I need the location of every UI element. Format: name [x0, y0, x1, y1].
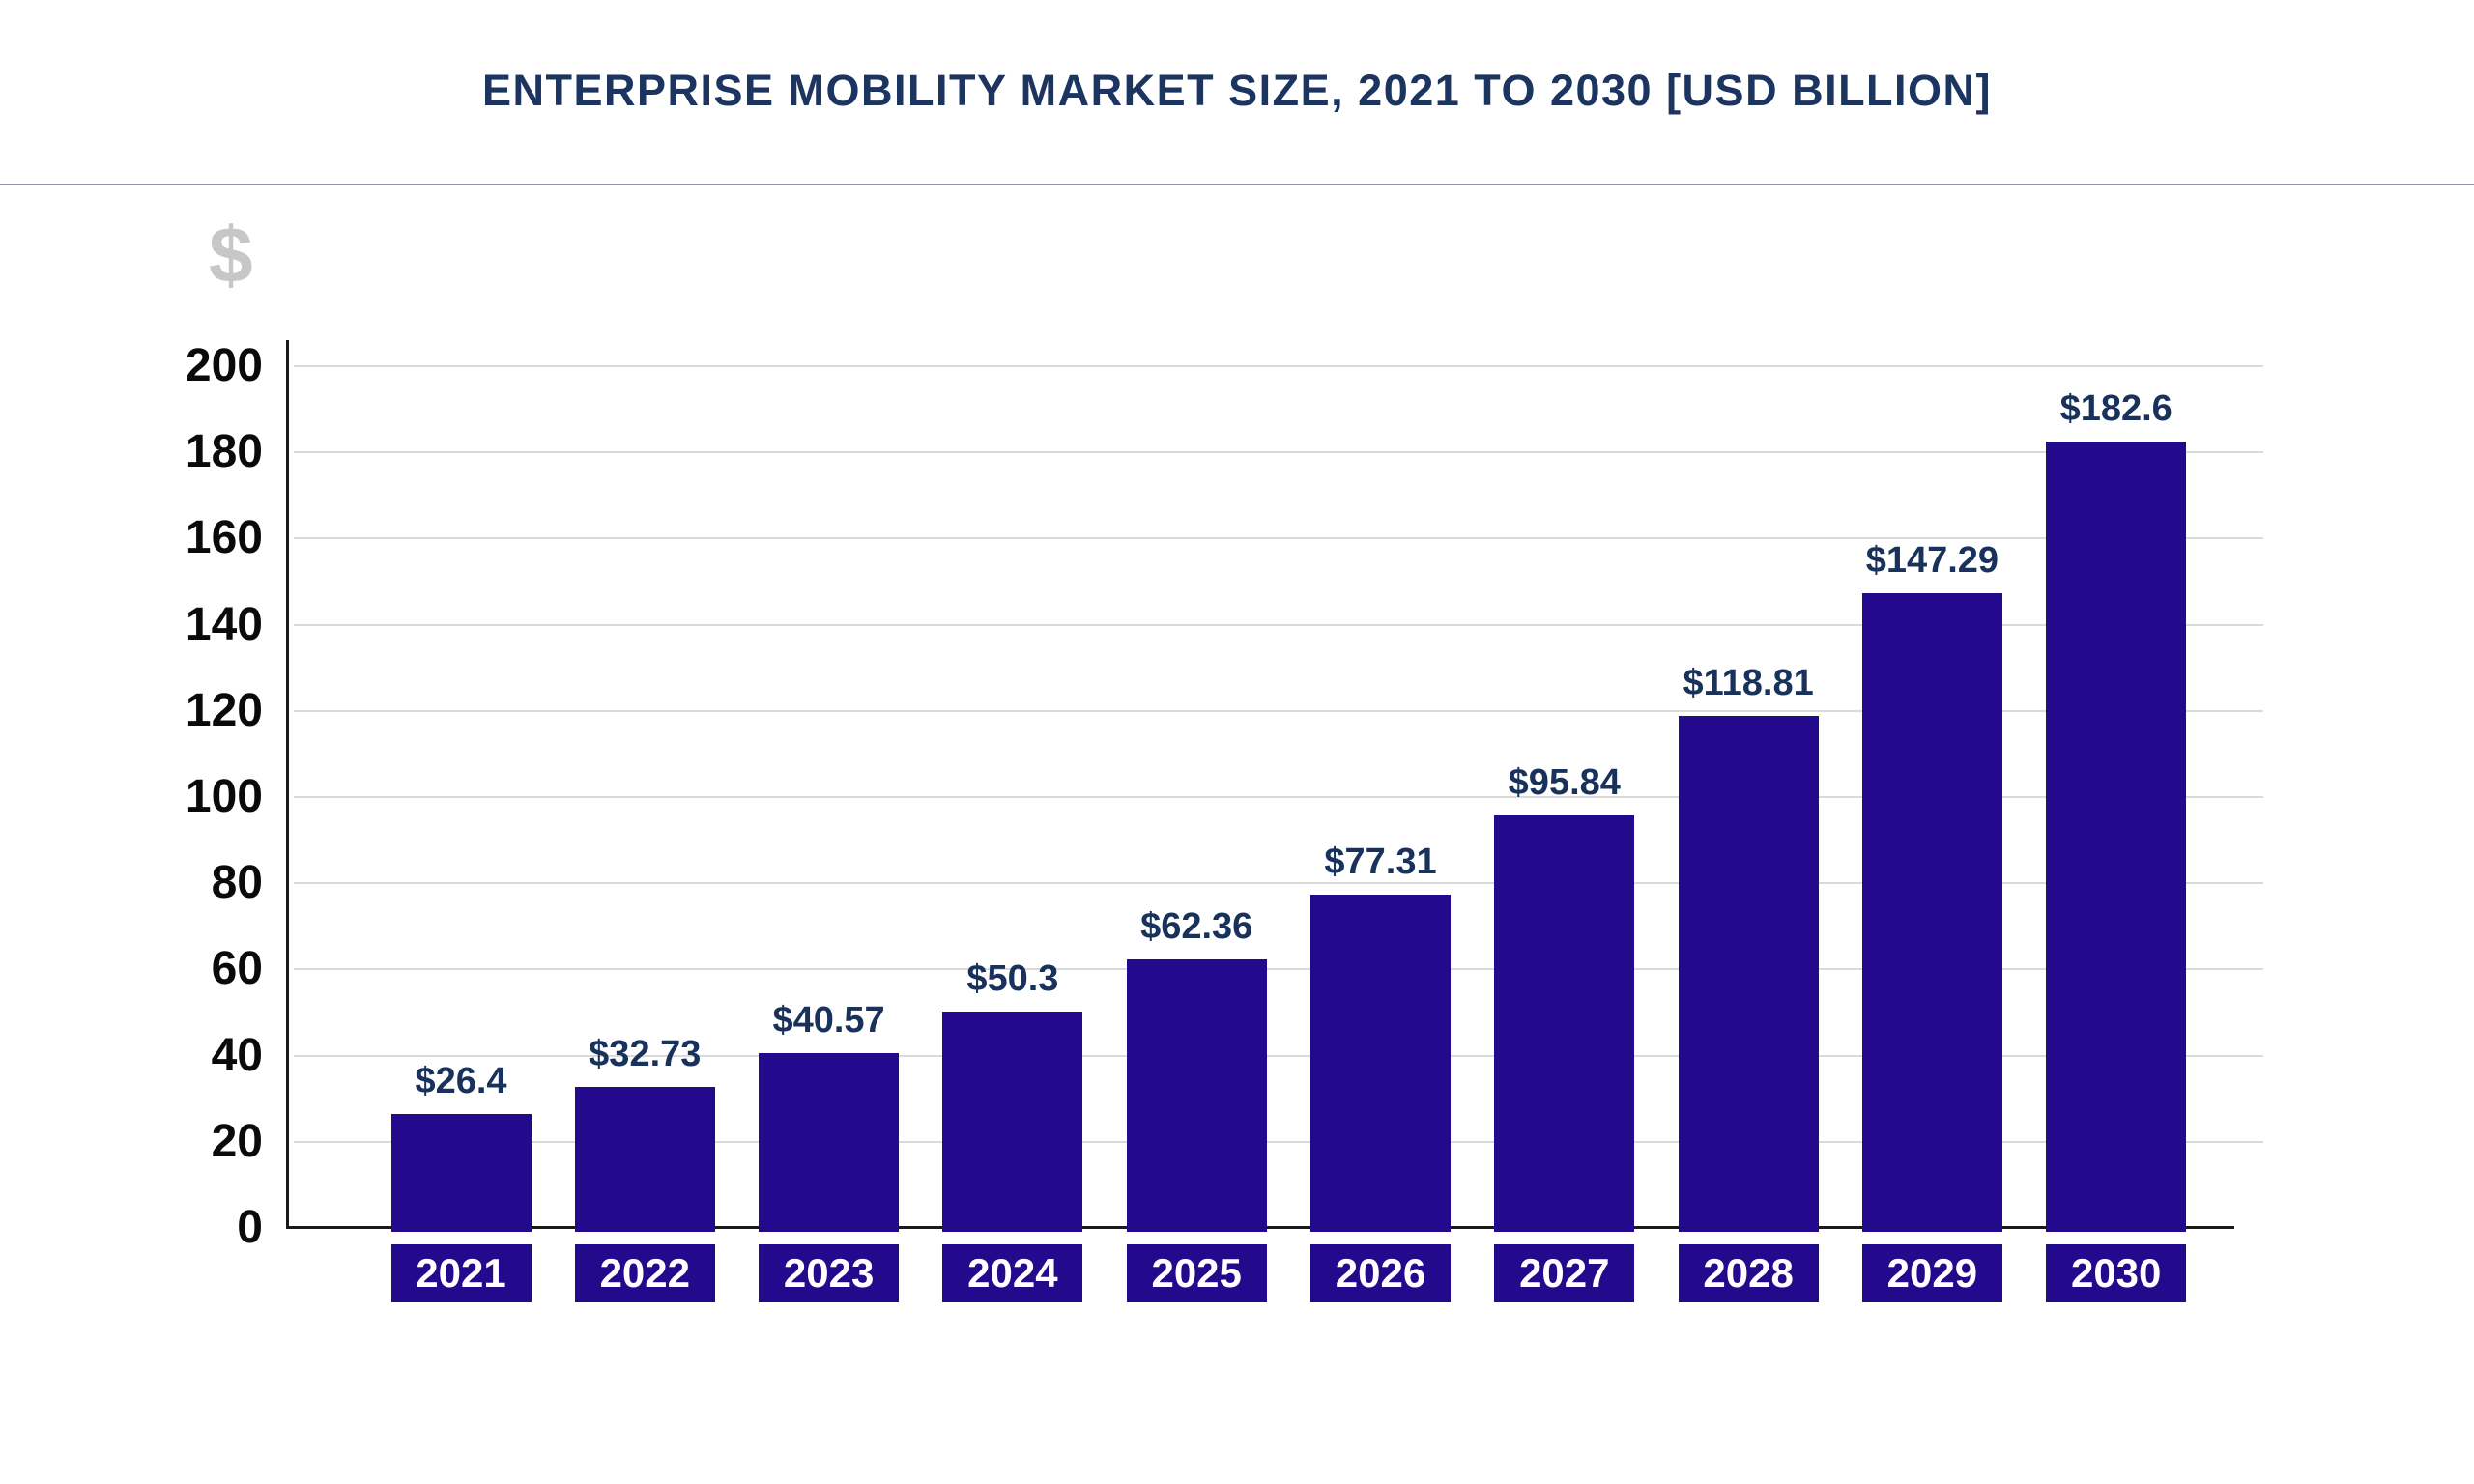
y-tick-label: 160	[185, 512, 263, 564]
bar-value-label-2023: $40.57	[772, 1000, 885, 1042]
y-axis-line	[286, 340, 289, 1229]
x-tick-label-2023: 2023	[759, 1244, 900, 1302]
y-tick-label: 0	[237, 1202, 263, 1253]
bar-2030	[2046, 441, 2187, 1232]
bar-value-label-2030: $182.6	[2059, 387, 2172, 429]
gridline	[294, 968, 2263, 971]
bar-value-label-2027: $95.84	[1508, 761, 1621, 803]
chart-title: ENTERPRISE MOBILITY MARKET SIZE, 2021 TO…	[481, 66, 1993, 115]
gridline	[294, 451, 2263, 454]
gridline	[294, 796, 2263, 798]
y-tick-label: 80	[211, 857, 263, 909]
bar-2023	[759, 1053, 900, 1232]
x-tick-label-2027: 2027	[1494, 1244, 1635, 1302]
bar-2029	[1861, 593, 2002, 1232]
y-tick-label: 120	[185, 684, 263, 736]
x-tick-label-2022: 2022	[574, 1244, 715, 1302]
y-tick-label: 20	[211, 1115, 263, 1167]
gridline	[294, 882, 2263, 885]
gridline	[294, 709, 2263, 712]
gridline	[294, 1054, 2263, 1057]
bar-value-label-2024: $50.3	[966, 957, 1059, 999]
bar-value-label-2025: $62.36	[1140, 905, 1253, 947]
y-tick-label: 180	[185, 426, 263, 478]
y-tick-label: 40	[211, 1029, 263, 1081]
gridline	[294, 537, 2263, 540]
bar-value-label-2026: $77.31	[1324, 842, 1437, 883]
bar-2026	[1310, 895, 1451, 1232]
bar-value-label-2021: $26.4	[415, 1061, 507, 1102]
x-tick-label-2021: 2021	[390, 1244, 532, 1302]
x-tick-label-2026: 2026	[1310, 1244, 1451, 1302]
bar-2027	[1494, 814, 1635, 1232]
bar-value-label-2029: $147.29	[1865, 540, 1999, 582]
x-tick-label-2024: 2024	[942, 1244, 1083, 1302]
y-tick-label: 200	[185, 340, 263, 391]
bar-2025	[1126, 958, 1267, 1232]
gridline	[294, 1140, 2263, 1143]
bar-2021	[390, 1114, 532, 1232]
bar-2022	[574, 1087, 715, 1232]
bar-2024	[942, 1011, 1083, 1232]
gridline	[294, 623, 2263, 626]
y-axis-currency-label: $	[209, 212, 253, 300]
bar-value-label-2022: $32.73	[589, 1034, 702, 1075]
x-tick-label-2025: 2025	[1126, 1244, 1267, 1302]
gridline	[294, 365, 2263, 367]
header-divider	[0, 184, 2474, 186]
y-tick-label: 60	[211, 943, 263, 995]
bar-value-label-2028: $118.81	[1683, 663, 1814, 704]
x-tick-label-2030: 2030	[2046, 1244, 2187, 1302]
bar-2028	[1678, 716, 1819, 1232]
y-tick-label: 140	[185, 598, 263, 650]
y-tick-label: 100	[185, 771, 263, 822]
x-tick-label-2029: 2029	[1861, 1244, 2002, 1302]
x-tick-label-2028: 2028	[1678, 1244, 1819, 1302]
